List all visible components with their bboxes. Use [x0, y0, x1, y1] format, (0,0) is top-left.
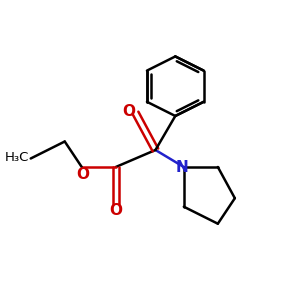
Text: O: O — [77, 167, 90, 182]
Text: O: O — [122, 104, 135, 119]
Text: H₃C: H₃C — [5, 151, 29, 164]
Text: N: N — [176, 160, 189, 175]
Text: O: O — [109, 203, 122, 218]
